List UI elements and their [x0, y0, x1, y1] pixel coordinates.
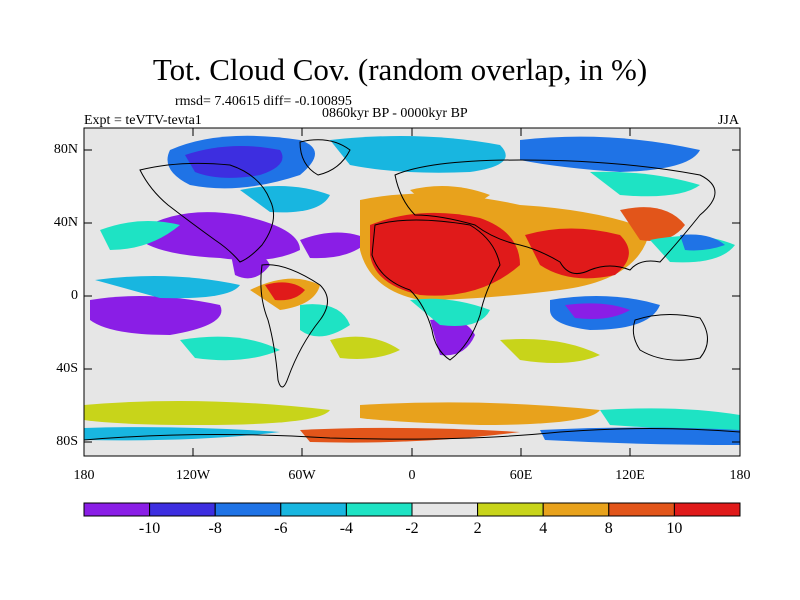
tropical-pacific-cyan: [95, 276, 240, 299]
amazon-cyan: [300, 304, 350, 337]
period-text: 0860kyr BP - 0000kyr BP: [322, 106, 468, 121]
north-pacific-cyan: [100, 221, 180, 250]
north-atlantic-blue: [240, 186, 330, 213]
north-atlantic-cyan: [330, 136, 506, 173]
colorbar-tick-label: 2: [473, 520, 482, 537]
colorbar-swatch: [214, 502, 282, 517]
colorbar-swatch: [280, 502, 347, 517]
colorbar-swatch: [345, 502, 413, 517]
africa-coast: [371, 219, 501, 361]
central-america-purple: [230, 249, 270, 279]
colorbar-swatch: [149, 502, 216, 517]
greenland-coast: [299, 139, 351, 176]
tropical-pacific-purple: [90, 296, 222, 335]
southern-africa-cyan: [410, 298, 490, 326]
colorbar-swatch: [542, 502, 610, 517]
anomaly-field: [84, 128, 740, 456]
arctic-purple-region: [185, 146, 283, 178]
colorbar-swatch: [411, 502, 479, 517]
south-america-red: [265, 282, 305, 301]
lat-tick-80s: 80S: [56, 434, 78, 449]
lat-tick-40s: 40S: [56, 361, 78, 376]
eurasia-coast: [394, 159, 716, 275]
south-indian-yellow: [500, 339, 600, 364]
southern-ocean-band-1: [84, 401, 330, 425]
colorbar-tick-label: -8: [208, 520, 222, 537]
sahara-red: [370, 212, 520, 296]
colorbar-tick-label: -10: [138, 520, 161, 537]
season-label: JJA: [717, 113, 739, 128]
lat-tick-40n: 40N: [53, 215, 78, 230]
lon-tick-180w: 180: [73, 468, 95, 483]
southern-ocean-band-3: [600, 408, 740, 430]
south-pacific-cyan: [180, 336, 280, 361]
map-title: Tot. Cloud Cov. (random overlap, in %): [152, 52, 648, 87]
lon-tick-60e: 60E: [509, 468, 533, 483]
west-pacific-blue: [680, 234, 725, 251]
experiment-label: Expt = teVTV-tevta1: [84, 113, 202, 128]
colorbar-swatch: [673, 502, 741, 517]
east-asia-red: [620, 207, 685, 241]
siberia-blue: [520, 136, 700, 172]
lon-tick-0: 0: [408, 468, 416, 483]
southern-ocean-band-2: [360, 402, 600, 425]
colorbar-tick-label: 8: [604, 520, 613, 537]
stats-text: rmsd= 7.40615 diff= -0.100895: [175, 94, 352, 109]
lat-tick-0: 0: [71, 288, 78, 303]
colorbar: [83, 502, 741, 517]
india-red: [525, 228, 629, 279]
antarctica-coast: [84, 428, 740, 441]
lon-tick-120w: 120W: [175, 468, 211, 483]
north-atlantic-purple: [300, 232, 370, 259]
north-pacific-purple: [140, 212, 300, 261]
axis-ticks: [84, 128, 740, 456]
australia-coast: [632, 313, 708, 361]
south-atlantic-yellow: [330, 336, 400, 359]
colorbar-swatch: [608, 502, 675, 517]
colorbar-tick-label: 4: [539, 520, 548, 537]
siberia-cyan: [590, 171, 700, 197]
colorbar-tick-label: -2: [405, 520, 419, 537]
europe-orange: [410, 186, 490, 209]
lon-tick-120e: 120E: [615, 468, 645, 483]
south-america-coast: [260, 264, 328, 388]
north-america-coast: [139, 162, 275, 263]
lon-tick-60w: 60W: [288, 468, 316, 483]
colorbar-swatch: [83, 502, 151, 517]
colorbar-tick-label: -4: [339, 520, 354, 537]
coastlines: [84, 139, 740, 441]
colorbar-tick-label: -6: [274, 520, 288, 537]
lon-tick-180e: 180: [729, 468, 751, 483]
indian-ocean-purple: [565, 303, 630, 319]
antarctic-band-3: [540, 427, 740, 445]
colorbar-tick-label: 10: [666, 520, 683, 537]
colorbar-swatch: [477, 502, 544, 517]
lat-tick-80n: 80N: [53, 142, 78, 157]
